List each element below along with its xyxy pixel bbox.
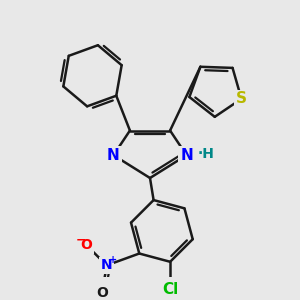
Text: N: N <box>101 258 112 272</box>
Text: ·H: ·H <box>197 147 214 161</box>
Text: N: N <box>180 148 193 163</box>
Text: O: O <box>96 286 108 300</box>
Text: Cl: Cl <box>162 282 178 297</box>
Text: N: N <box>107 148 120 163</box>
Text: −: − <box>75 233 86 246</box>
Text: O: O <box>81 238 93 252</box>
Text: +: + <box>110 255 118 265</box>
Text: S: S <box>236 91 247 106</box>
